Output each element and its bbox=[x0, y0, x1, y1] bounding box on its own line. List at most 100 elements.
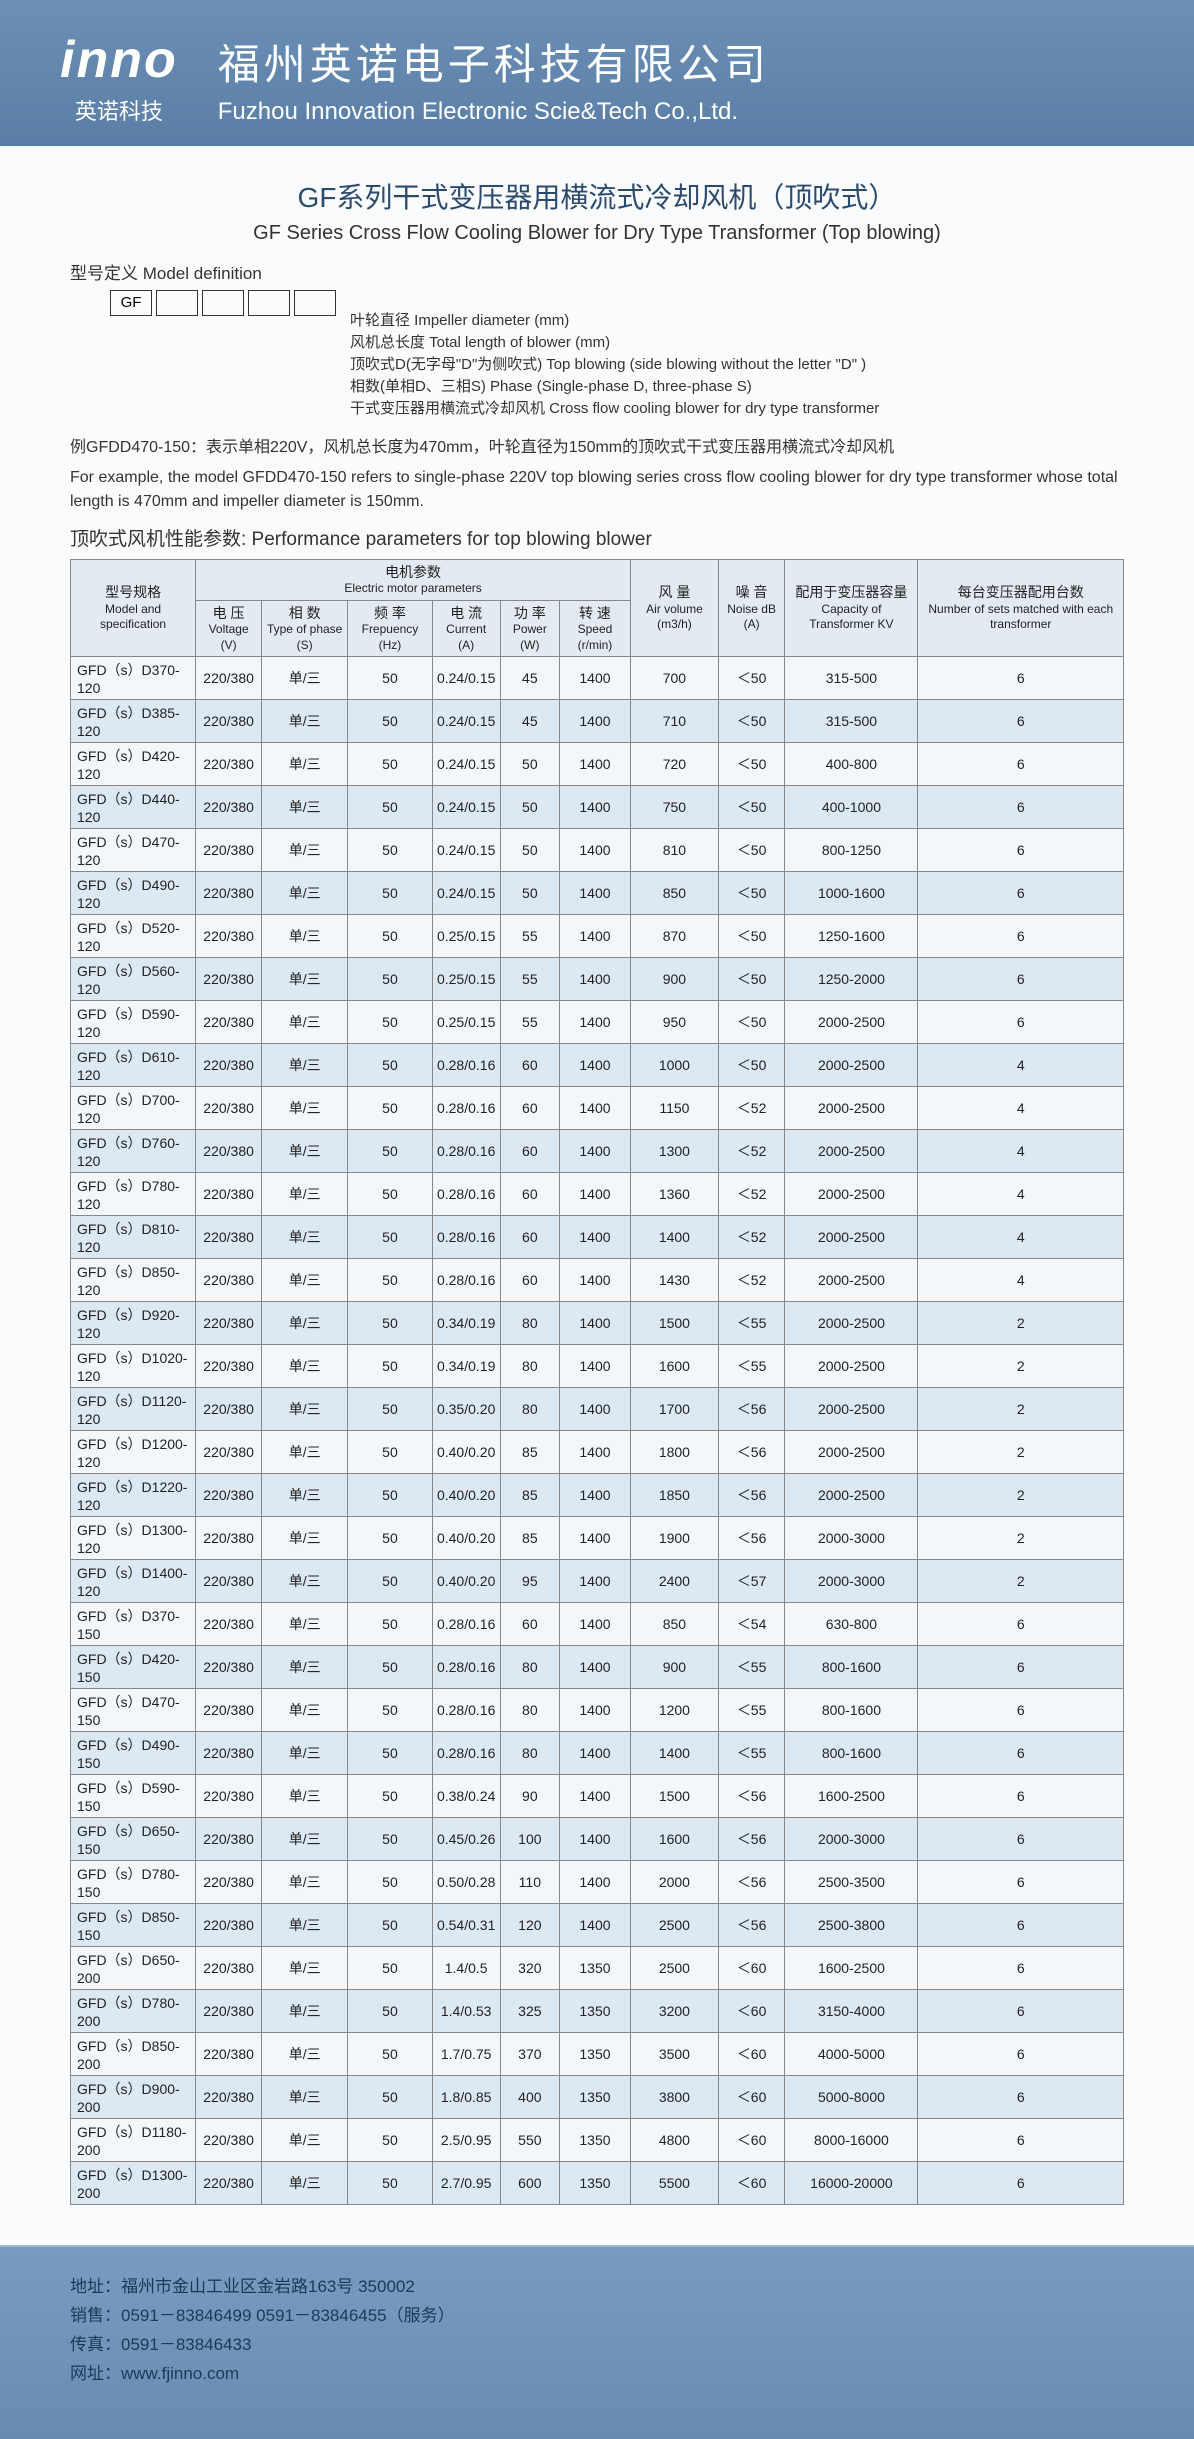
table-cell: 1400 bbox=[559, 958, 630, 1001]
table-cell: ＜50 bbox=[718, 1044, 785, 1087]
table-cell: 95 bbox=[500, 1560, 559, 1603]
table-cell: 1.4/0.53 bbox=[432, 1990, 500, 2033]
table-cell: 6 bbox=[918, 829, 1124, 872]
table-cell: 0.40/0.20 bbox=[432, 1517, 500, 1560]
table-cell: 1250-2000 bbox=[785, 958, 918, 1001]
table-cell: 50 bbox=[348, 1947, 432, 1990]
table-cell: 2.7/0.95 bbox=[432, 2162, 500, 2205]
table-cell: ＜52 bbox=[718, 1216, 785, 1259]
table-cell: 单/三 bbox=[262, 1689, 348, 1732]
table-cell: 单/三 bbox=[262, 700, 348, 743]
table-cell: 50 bbox=[348, 1603, 432, 1646]
table-cell: 80 bbox=[500, 1732, 559, 1775]
table-cell: 1400 bbox=[559, 1001, 630, 1044]
table-cell: 1350 bbox=[559, 2119, 630, 2162]
table-cell: 50 bbox=[348, 915, 432, 958]
table-cell: 6 bbox=[918, 1818, 1124, 1861]
table-cell: ＜56 bbox=[718, 1861, 785, 1904]
table-cell: 单/三 bbox=[262, 2076, 348, 2119]
table-cell: 6 bbox=[918, 1603, 1124, 1646]
table-cell: 60 bbox=[500, 1044, 559, 1087]
col-capacity: 配用于变压器容量Capacity of Transformer KV bbox=[785, 560, 918, 657]
table-cell: 1400 bbox=[559, 829, 630, 872]
table-row: GFD（s）D440-120220/380单/三500.24/0.1550140… bbox=[71, 786, 1124, 829]
table-body: GFD（s）D370-120220/380单/三500.24/0.1545140… bbox=[71, 657, 1124, 2205]
table-cell: 800-1250 bbox=[785, 829, 918, 872]
table-cell: ＜56 bbox=[718, 1388, 785, 1431]
table-row: GFD（s）D610-120220/380单/三500.28/0.1660140… bbox=[71, 1044, 1124, 1087]
footer-web: 网址：www.fjinno.com bbox=[70, 2360, 1124, 2389]
table-cell: 0.40/0.20 bbox=[432, 1474, 500, 1517]
table-cell: ＜60 bbox=[718, 1947, 785, 1990]
table-cell: 50 bbox=[348, 1173, 432, 1216]
table-cell: 单/三 bbox=[262, 872, 348, 915]
footer-fax: 传真：0591－83846433 bbox=[70, 2331, 1124, 2360]
table-cell: 0.50/0.28 bbox=[432, 1861, 500, 1904]
table-cell: 2500-3800 bbox=[785, 1904, 918, 1947]
table-cell: 50 bbox=[348, 1130, 432, 1173]
table-cell: ＜60 bbox=[718, 2162, 785, 2205]
table-cell: 单/三 bbox=[262, 1173, 348, 1216]
table-cell: 单/三 bbox=[262, 958, 348, 1001]
table-cell: 1400 bbox=[559, 1087, 630, 1130]
table-cell: 6 bbox=[918, 915, 1124, 958]
table-cell: 220/380 bbox=[196, 1775, 262, 1818]
table-cell: 2000-3000 bbox=[785, 1818, 918, 1861]
table-row: GFD（s）D590-120220/380单/三500.25/0.1555140… bbox=[71, 1001, 1124, 1044]
footer-sales: 销售：0591－83846499 0591－83846455（服务） bbox=[70, 2302, 1124, 2331]
table-row: GFD（s）D700-120220/380单/三500.28/0.1660140… bbox=[71, 1087, 1124, 1130]
table-row: GFD（s）D1120-120220/380单/三500.35/0.208014… bbox=[71, 1388, 1124, 1431]
table-cell: 1430 bbox=[630, 1259, 718, 1302]
table-cell: 0.38/0.24 bbox=[432, 1775, 500, 1818]
table-cell: 55 bbox=[500, 915, 559, 958]
table-cell: 单/三 bbox=[262, 1044, 348, 1087]
table-row: GFD（s）D1300-200220/380单/三502.7/0.9560013… bbox=[71, 2162, 1124, 2205]
table-cell: 220/380 bbox=[196, 1861, 262, 1904]
table-cell: 5500 bbox=[630, 2162, 718, 2205]
table-cell: 1400 bbox=[559, 1560, 630, 1603]
table-cell: GFD（s）D850-120 bbox=[71, 1259, 196, 1302]
table-row: GFD（s）D490-120220/380单/三500.24/0.1550140… bbox=[71, 872, 1124, 915]
table-row: GFD（s）D370-150220/380单/三500.28/0.1660140… bbox=[71, 1603, 1124, 1646]
table-cell: 850 bbox=[630, 1603, 718, 1646]
model-definition-label: 型号定义 Model definition bbox=[70, 259, 1124, 284]
table-cell: 1400 bbox=[559, 1302, 630, 1345]
table-cell: 50 bbox=[348, 1517, 432, 1560]
footer-address: 地址：福州市金山工业区金岩路163号 350002 bbox=[70, 2273, 1124, 2302]
table-cell: 400 bbox=[500, 2076, 559, 2119]
table-row: GFD（s）D420-120220/380单/三500.24/0.1550140… bbox=[71, 743, 1124, 786]
table-cell: 6 bbox=[918, 1775, 1124, 1818]
table-cell: 50 bbox=[348, 2076, 432, 2119]
table-cell: 50 bbox=[348, 1861, 432, 1904]
table-cell: 0.35/0.20 bbox=[432, 1388, 500, 1431]
table-cell: 220/380 bbox=[196, 1130, 262, 1173]
table-cell: GFD（s）D850-150 bbox=[71, 1904, 196, 1947]
table-cell: 710 bbox=[630, 700, 718, 743]
table-cell: 单/三 bbox=[262, 915, 348, 958]
table-cell: 0.24/0.15 bbox=[432, 872, 500, 915]
table-cell: GFD（s）D590-120 bbox=[71, 1001, 196, 1044]
table-cell: ＜50 bbox=[718, 743, 785, 786]
table-cell: 单/三 bbox=[262, 1130, 348, 1173]
table-cell: ＜56 bbox=[718, 1904, 785, 1947]
content-area: GF系列干式变压器用横流式冷却风机（顶吹式） GF Series Cross F… bbox=[0, 146, 1194, 2245]
table-row: GFD（s）D760-120220/380单/三500.28/0.1660140… bbox=[71, 1130, 1124, 1173]
table-header: 型号规格Model and specification 电机参数 Electri… bbox=[71, 560, 1124, 657]
table-row: GFD（s）D920-120220/380单/三500.34/0.1980140… bbox=[71, 1302, 1124, 1345]
table-cell: 50 bbox=[348, 1775, 432, 1818]
table-cell: 50 bbox=[348, 786, 432, 829]
table-cell: GFD（s）D810-120 bbox=[71, 1216, 196, 1259]
table-cell: 220/380 bbox=[196, 1990, 262, 2033]
table-cell: 单/三 bbox=[262, 1345, 348, 1388]
table-cell: 220/380 bbox=[196, 1259, 262, 1302]
table-cell: 2 bbox=[918, 1517, 1124, 1560]
table-cell: 1700 bbox=[630, 1388, 718, 1431]
table-cell: 220/380 bbox=[196, 1603, 262, 1646]
table-cell: ＜57 bbox=[718, 1560, 785, 1603]
table-cell: GFD（s）D1020-120 bbox=[71, 1345, 196, 1388]
table-cell: 2500 bbox=[630, 1904, 718, 1947]
table-cell: 80 bbox=[500, 1302, 559, 1345]
table-cell: 0.24/0.15 bbox=[432, 657, 500, 700]
table-cell: ＜56 bbox=[718, 1474, 785, 1517]
table-cell: ＜50 bbox=[718, 1001, 785, 1044]
